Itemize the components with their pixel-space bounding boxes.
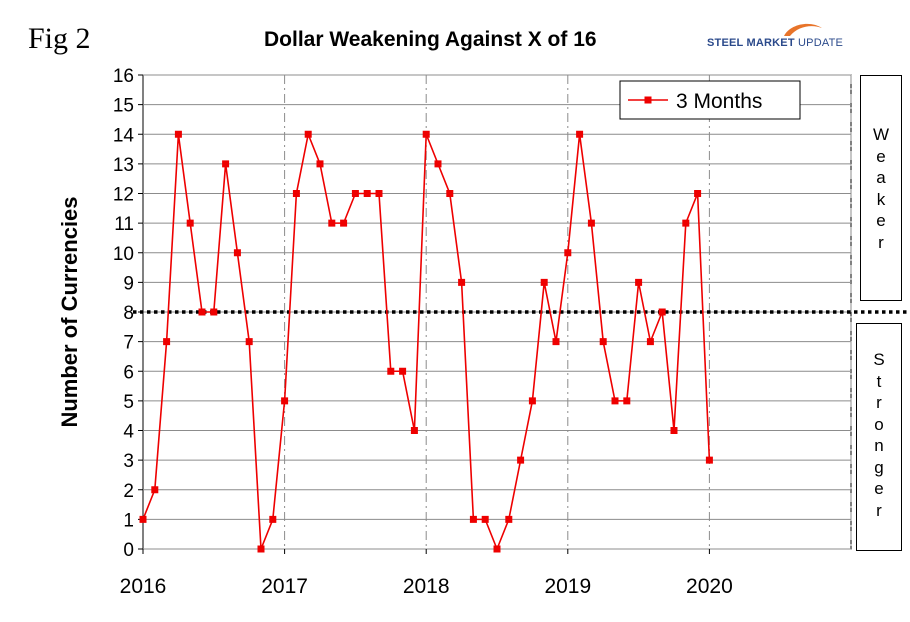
data-point: [174, 130, 182, 138]
x-tick-label: 2017: [261, 575, 308, 598]
y-tick-label: 7: [123, 333, 134, 354]
data-point: [528, 397, 536, 405]
y-tick-label: 0: [123, 540, 134, 561]
weaker-letter: e: [876, 146, 886, 166]
data-point: [281, 397, 289, 405]
data-point: [611, 397, 619, 405]
data-point: [269, 515, 277, 523]
y-tick-label: 4: [123, 422, 134, 443]
y-tick-label: 8: [123, 303, 134, 324]
stronger-letter: t: [876, 371, 882, 391]
y-axis-label: Number of Currencies: [57, 196, 82, 427]
data-point: [139, 515, 147, 523]
data-point: [186, 219, 194, 227]
data-point: [399, 367, 407, 375]
data-point: [694, 190, 702, 197]
data-point: [517, 456, 525, 464]
stronger-letter: S: [873, 350, 885, 369]
data-point: [198, 308, 206, 316]
y-tick-label: 2: [123, 481, 134, 502]
brand-text: STEEL MARKET UPDATE: [707, 37, 844, 49]
data-point: [493, 545, 501, 553]
data-point: [446, 190, 454, 197]
x-tick-label: 2016: [120, 575, 167, 598]
data-point: [505, 515, 513, 523]
data-point: [304, 130, 312, 138]
data-point: [387, 367, 395, 375]
stronger-letter: r: [876, 500, 882, 520]
data-point: [292, 190, 300, 197]
data-point: [540, 278, 548, 286]
y-tick-label: 5: [123, 392, 134, 413]
data-point: [410, 427, 418, 434]
y-tick-label: 12: [113, 185, 134, 206]
data-point: [646, 338, 654, 346]
stronger-letter: g: [874, 457, 884, 477]
y-tick-label: 3: [123, 451, 134, 472]
stronger-letter: e: [874, 479, 884, 498]
y-tick-label: 15: [113, 96, 134, 117]
data-point: [375, 190, 383, 197]
stronger-letter: r: [876, 393, 882, 412]
y-tick-label: 10: [113, 244, 134, 265]
swoosh-icon: [784, 23, 822, 36]
data-point: [340, 219, 348, 227]
data-point: [351, 190, 359, 197]
data-point: [682, 219, 690, 227]
x-tick-label: 2019: [544, 575, 591, 598]
data-point: [163, 338, 171, 346]
data-point: [623, 397, 631, 405]
weaker-letter: W: [872, 125, 890, 144]
y-tick-label: 6: [123, 362, 134, 383]
weaker-letter: k: [876, 189, 886, 209]
y-tick-label: 16: [113, 66, 134, 87]
data-point: [257, 545, 265, 553]
x-tick-label: 2020: [686, 575, 733, 598]
data-point: [222, 160, 230, 168]
data-point: [564, 249, 572, 257]
data-point: [434, 160, 442, 168]
legend-marker-swatch: [644, 96, 652, 104]
data-point: [599, 338, 607, 346]
data-point: [422, 130, 430, 138]
data-point: [233, 249, 241, 257]
chart-title: Dollar Weakening Against X of 16: [264, 28, 597, 51]
data-point: [469, 515, 477, 523]
y-tick-label: 9: [123, 273, 134, 294]
data-point: [328, 219, 336, 227]
data-point: [458, 278, 466, 286]
figure-label: Fig 2: [28, 22, 91, 55]
legend-label: 3 Months: [676, 90, 762, 113]
stronger-letter: n: [874, 436, 884, 455]
y-tick-label: 13: [113, 155, 134, 176]
x-tick-label: 2018: [403, 575, 450, 598]
brand-logo: STEEL MARKET UPDATE: [700, 22, 870, 58]
stronger-letter: o: [874, 414, 884, 434]
data-point: [635, 278, 643, 286]
data-point: [658, 308, 666, 316]
y-tick-label: 1: [123, 510, 134, 531]
data-point: [552, 338, 560, 346]
data-point: [670, 427, 678, 434]
data-point: [481, 515, 489, 523]
y-tick-label: 14: [113, 125, 135, 146]
data-point: [587, 219, 595, 227]
data-point: [151, 486, 159, 494]
y-tick-label: 11: [114, 214, 134, 235]
data-point: [705, 456, 713, 464]
data-point: [316, 160, 324, 168]
data-point: [576, 130, 584, 138]
data-point: [245, 338, 253, 346]
weaker-letter: e: [876, 211, 886, 230]
data-point: [210, 308, 218, 316]
weaker-letter: a: [876, 168, 886, 187]
data-point: [363, 190, 371, 197]
weaker-letter: r: [878, 232, 884, 252]
